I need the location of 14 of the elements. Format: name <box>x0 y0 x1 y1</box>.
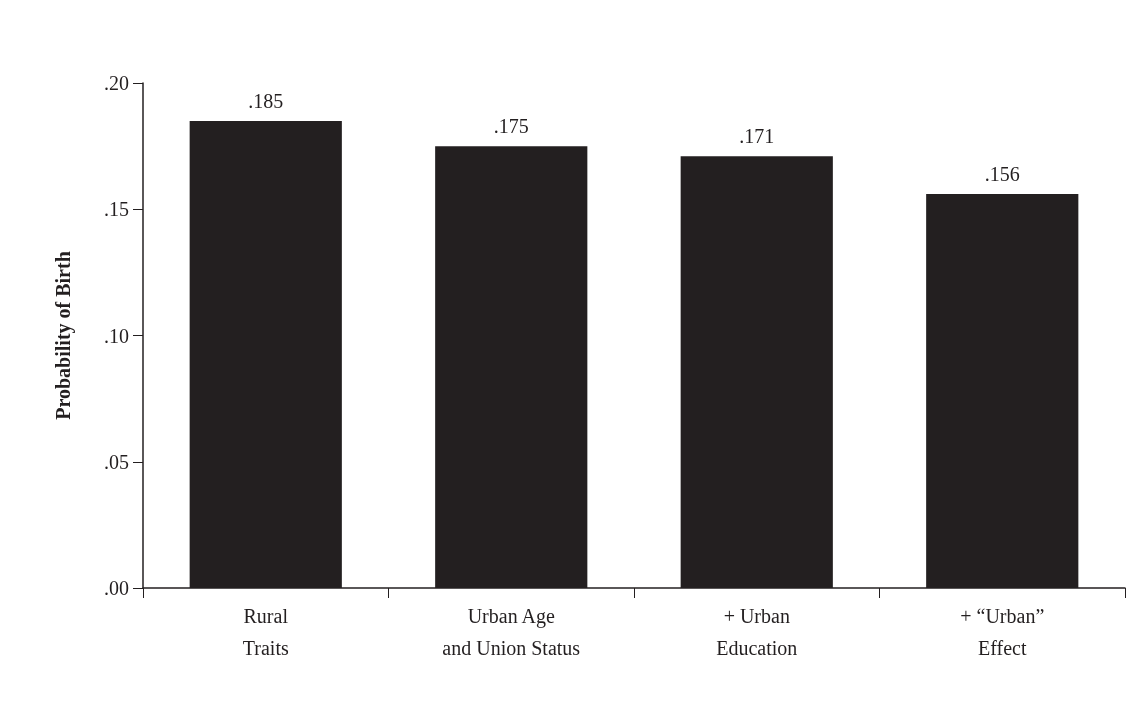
data-label: .156 <box>984 163 1020 186</box>
data-label: .185 <box>248 89 284 112</box>
x-tick-label: + Urban Education <box>716 605 798 659</box>
x-tick-label: Rural Traits <box>242 605 289 659</box>
data-label: .171 <box>739 125 775 148</box>
x-tick-label: Urban Age and Union Status <box>442 605 581 659</box>
y-tick-label: .10 <box>104 324 129 347</box>
y-tick-label: .20 <box>104 72 129 94</box>
x-tick-label: + “Urban” Effect <box>960 605 1045 659</box>
data-label: .175 <box>493 115 529 138</box>
y-axis-title: Probability of Birth <box>52 251 75 420</box>
y-tick-label: .05 <box>104 450 129 473</box>
y-tick-label: .15 <box>104 198 129 221</box>
y-tick-label: .00 <box>104 577 129 599</box>
